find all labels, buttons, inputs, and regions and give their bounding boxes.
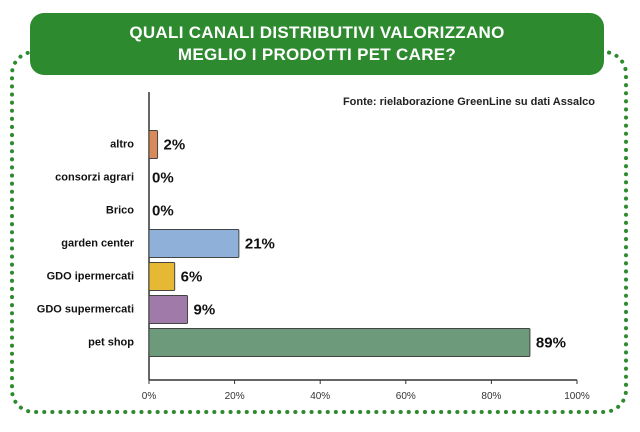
bar <box>148 229 240 258</box>
x-tick-label: 20% <box>225 391 245 402</box>
data-label: 0% <box>152 203 174 220</box>
bar <box>148 328 531 357</box>
category-label: GDO supermercati <box>37 304 134 316</box>
bar <box>148 130 159 159</box>
data-label: 2% <box>164 137 186 154</box>
bar <box>148 295 189 324</box>
x-tick-label: 0% <box>142 391 157 402</box>
x-tick-label: 80% <box>481 391 501 402</box>
data-label: 6% <box>181 269 203 286</box>
data-label: 21% <box>245 236 275 253</box>
x-tick-label: 60% <box>396 391 416 402</box>
category-label: altro <box>110 139 134 151</box>
bar <box>148 262 176 291</box>
x-tick-label: 40% <box>310 391 330 402</box>
title-banner: QUALI CANALI DISTRIBUTIVI VALORIZZANO ME… <box>30 13 604 75</box>
category-label: consorzi agrari <box>55 172 134 184</box>
data-label: 9% <box>194 302 216 319</box>
title-line-1: QUALI CANALI DISTRIBUTIVI VALORIZZANO <box>129 23 505 42</box>
category-label: pet shop <box>88 337 134 349</box>
title-line-2: MEGLIO I PRODOTTI PET CARE? <box>177 45 457 64</box>
source-note: Fonte: rielaborazione GreenLine su dati … <box>342 96 595 108</box>
data-label: 89% <box>536 335 566 352</box>
data-label: 0% <box>152 170 174 187</box>
x-tick-label: 100% <box>564 391 590 402</box>
category-label: GDO ipermercati <box>47 271 134 283</box>
category-label: Brico <box>106 205 134 217</box>
category-label: garden center <box>61 238 134 250</box>
